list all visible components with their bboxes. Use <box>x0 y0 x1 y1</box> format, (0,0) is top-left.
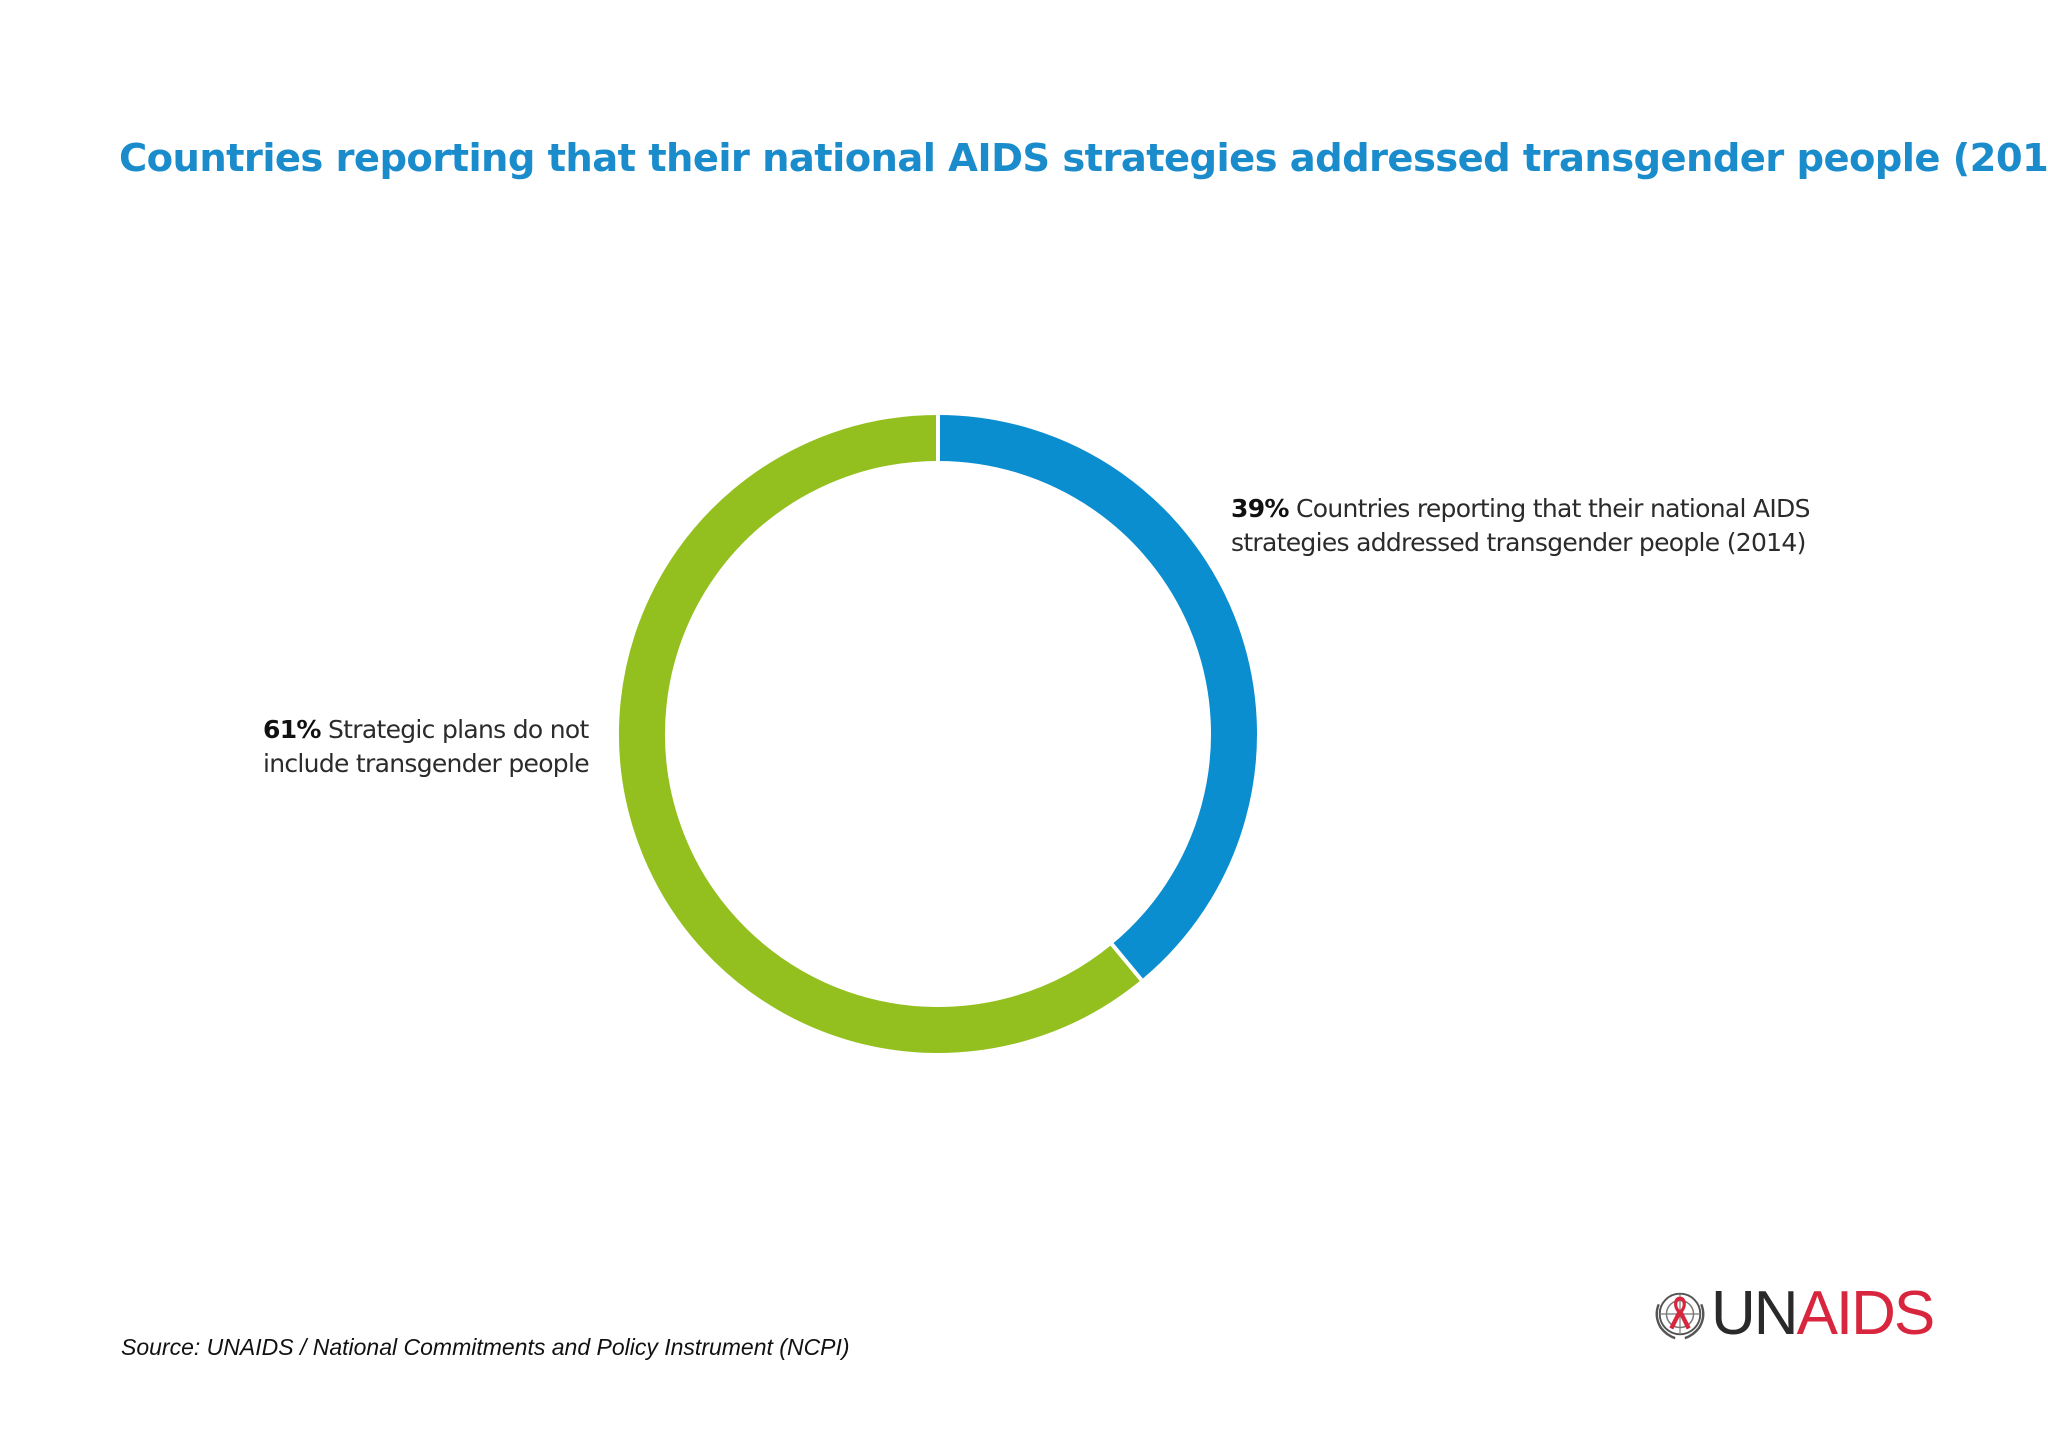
slice-label-addressed: 39% Countries reporting that their natio… <box>1231 492 1871 560</box>
un-emblem-ribbon-icon <box>1655 1292 1705 1340</box>
slice-text-not-included: Strategic plans do not include transgend… <box>263 715 590 778</box>
slice-separator <box>1109 941 1145 983</box>
logo-text-aids: AIDS <box>1796 1279 1936 1348</box>
unaids-logo: UNAIDS <box>1651 1279 1936 1348</box>
slice-pct-not-included: 61% <box>263 715 321 744</box>
chart-title: Countries reporting that their national … <box>119 136 2048 181</box>
donut-slice-not-included <box>619 415 1142 1053</box>
slice-label-not-included: 61% Strategic plans do not include trans… <box>263 713 623 781</box>
source-note: Source: UNAIDS / National Commitments an… <box>121 1334 850 1360</box>
donut-slice-addressed <box>937 415 1257 980</box>
logo-text-un: UN <box>1711 1279 1799 1348</box>
slice-pct-addressed: 39% <box>1231 494 1289 523</box>
slice-text-addressed: Countries reporting that their national … <box>1231 494 1810 557</box>
